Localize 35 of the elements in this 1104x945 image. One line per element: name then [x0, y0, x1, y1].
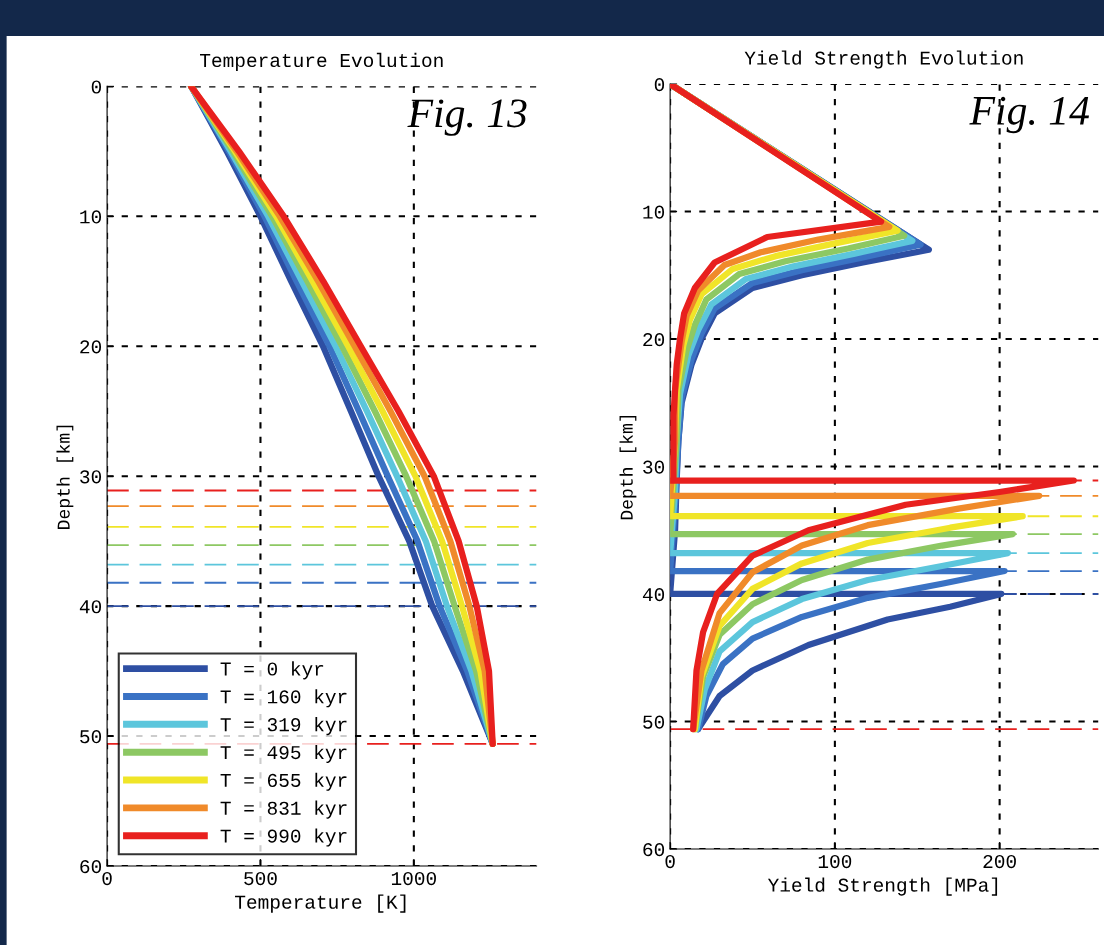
y-tick-label: 0	[91, 80, 102, 94]
y-tick-label: 20	[80, 340, 102, 354]
x-tick-label: 100	[818, 854, 852, 869]
legend-label: T = 655 kyr	[220, 772, 347, 791]
y-tick-label: 10	[643, 205, 665, 219]
chart-title: Yield Strength Evolution	[744, 50, 1023, 69]
y-tick-label: 60	[643, 843, 665, 857]
annotation: Fig. 14	[969, 96, 1089, 134]
x-axis-title: Yield Strength [MPa]	[767, 877, 998, 896]
x-tick-label: 0	[665, 854, 675, 869]
y-tick-label: 10	[80, 210, 102, 224]
y-tick-label: 20	[643, 333, 665, 347]
y-tick-label: 40	[642, 588, 665, 602]
legend-label: T = 0 kyr	[220, 661, 324, 680]
legend-label: T = 160 kyr	[220, 689, 347, 708]
x-tick-label: 1000	[391, 871, 436, 886]
y-tick-label: 40	[79, 600, 102, 614]
y-tick-label: 50	[643, 715, 665, 729]
x-tick-label: 200	[983, 854, 1016, 869]
legend-label: T = 990 kyr	[220, 828, 347, 847]
y-axis-title: Depth [km]	[56, 425, 74, 529]
x-tick-label: 500	[244, 871, 277, 886]
y-axis-title: Depth [km]	[619, 415, 637, 520]
annotation: Fig. 13	[407, 99, 527, 136]
y-tick-label: 30	[80, 470, 102, 484]
legend-label: T = 319 kyr	[220, 717, 347, 736]
y-tick-label: 60	[80, 860, 102, 874]
x-tick-label: 0	[102, 871, 112, 886]
x-axis-title: Temperature [K]	[235, 894, 406, 913]
chart-title: Temperature Evolution	[200, 52, 443, 71]
y-tick-label: 30	[643, 460, 665, 474]
y-tick-label: 0	[654, 78, 665, 92]
legend-label: T = 495 kyr	[220, 744, 347, 764]
y-tick-label: 50	[80, 730, 102, 744]
legend-label: T = 831 kyr	[220, 800, 347, 819]
